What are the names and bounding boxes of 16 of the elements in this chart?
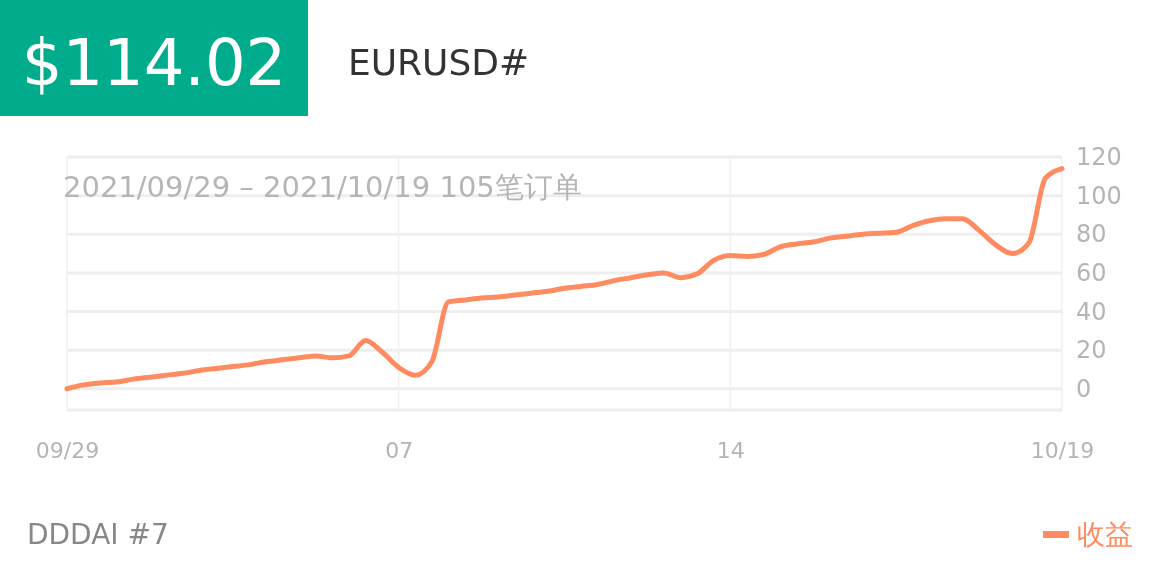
legend-label: 收益 <box>1077 518 1133 551</box>
text: DDDAI #7 <box>27 518 169 551</box>
x-tick-label: 09/29 <box>35 437 100 463</box>
y-tick-label: 80 <box>1076 220 1107 249</box>
y-tick-label: 120 <box>1076 143 1122 172</box>
y-tick-label: 0 <box>1076 374 1092 403</box>
text: $114.02 <box>21 26 287 100</box>
chart-title: EURUSD# <box>348 42 530 83</box>
y-tick-label: 20 <box>1076 336 1107 365</box>
y-tick-label: 100 <box>1076 181 1122 210</box>
text: 2021/09/29 – 2021/10/19 105笔订单 <box>63 170 582 204</box>
x-tick-label: 10/19 <box>1030 437 1095 463</box>
y-tick-label: 60 <box>1076 259 1107 288</box>
x-tick-label: 14 <box>716 437 745 463</box>
y-tick-label: 40 <box>1076 297 1107 326</box>
x-tick-label: 07 <box>385 437 414 463</box>
